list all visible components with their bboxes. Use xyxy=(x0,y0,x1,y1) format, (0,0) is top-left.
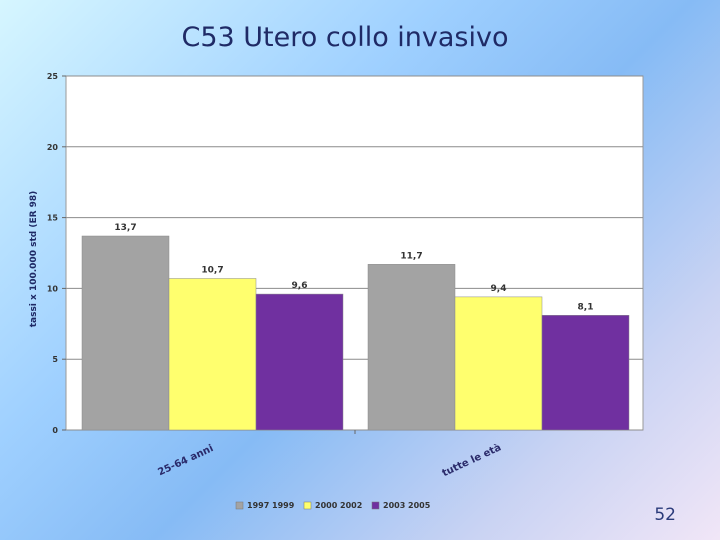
legend-label: 1997 1999 xyxy=(247,501,295,510)
x-category-label: tutte le età xyxy=(440,441,503,479)
legend-swatch xyxy=(371,501,380,510)
y-tick-label: 25 xyxy=(47,72,59,81)
slide-number: 52 xyxy=(654,505,676,525)
y-tick-label: 20 xyxy=(47,143,59,152)
legend-swatch xyxy=(235,501,244,510)
bar xyxy=(541,315,630,431)
bar xyxy=(255,293,344,431)
y-tick-label: 5 xyxy=(52,355,58,364)
y-axis-label: tassi x 100.000 std (ER 98) xyxy=(29,191,39,328)
data-label: 13,7 xyxy=(114,223,136,233)
legend-label: 2000 2002 xyxy=(315,501,362,510)
data-label: 9,4 xyxy=(491,284,507,294)
legend-label: 2003 2005 xyxy=(383,501,431,510)
bar xyxy=(454,296,543,431)
y-tick-label: 10 xyxy=(47,284,59,293)
bar xyxy=(168,278,257,431)
data-label: 11,7 xyxy=(400,251,422,261)
x-category-label: 25-64 anni xyxy=(156,443,215,478)
y-tick-label: 0 xyxy=(52,426,58,435)
data-label: 10,7 xyxy=(201,265,223,275)
y-tick-label: 15 xyxy=(47,214,59,223)
slide-title: C53 Utero collo invasivo xyxy=(181,22,509,53)
bar xyxy=(81,235,170,431)
data-label: 8,1 xyxy=(578,302,594,312)
data-label: 9,6 xyxy=(292,281,308,291)
bar xyxy=(367,264,456,431)
legend-swatch xyxy=(303,501,312,510)
